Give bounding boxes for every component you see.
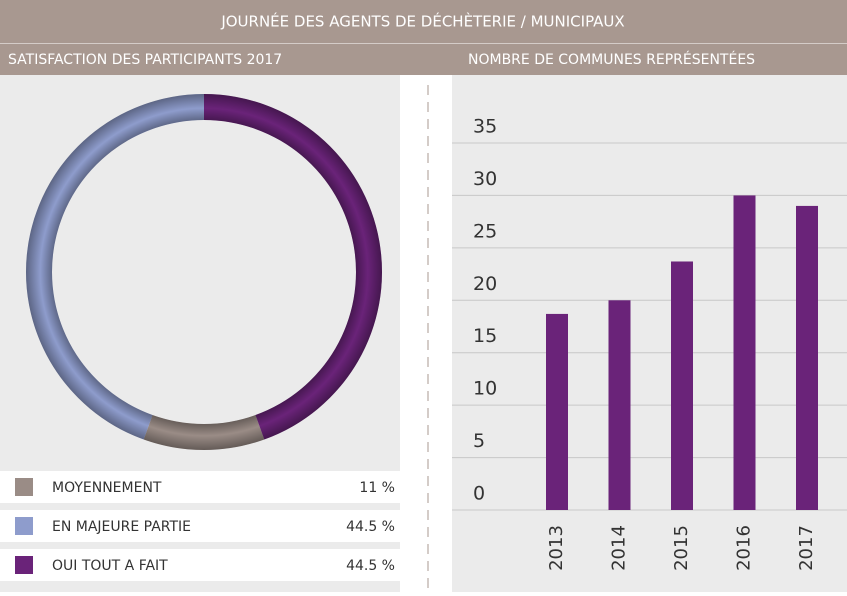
donut-title: SATISFACTION DES PARTICIPANTS 2017 bbox=[8, 52, 282, 68]
legend-label: OUI TOUT A FAIT bbox=[52, 558, 168, 574]
x-tick-label: 2016 bbox=[734, 525, 755, 571]
legend-swatch bbox=[15, 478, 33, 496]
bar bbox=[546, 313, 568, 510]
legend-row bbox=[0, 549, 400, 581]
y-tick-label: 10 bbox=[473, 378, 497, 400]
y-tick-label: 20 bbox=[473, 273, 497, 295]
bar bbox=[608, 300, 631, 510]
bar bbox=[671, 261, 693, 510]
x-tick-label: 2017 bbox=[796, 525, 817, 571]
bar-title: NOMBRE DE COMMUNES REPRÉSENTÉES bbox=[468, 51, 755, 68]
legend-label: EN MAJEURE PARTIE bbox=[52, 519, 191, 535]
bar bbox=[796, 205, 818, 510]
legend-row bbox=[0, 510, 400, 542]
y-tick-label: 15 bbox=[473, 325, 497, 347]
x-tick-label: 2015 bbox=[671, 525, 692, 571]
legend-swatch bbox=[15, 517, 33, 535]
header-title: JOURNÉE DES AGENTS DE DÉCHÈTERIE / MUNIC… bbox=[220, 12, 624, 31]
legend-label: MOYENNEMENT bbox=[52, 480, 162, 496]
x-tick-label: 2014 bbox=[609, 525, 630, 571]
y-tick-label: 0 bbox=[473, 483, 485, 505]
y-tick-label: 30 bbox=[473, 168, 497, 190]
right-panel bbox=[452, 75, 847, 592]
header-band bbox=[0, 0, 847, 75]
bar bbox=[733, 195, 756, 510]
legend-value: 11 % bbox=[359, 480, 395, 496]
legend-row bbox=[0, 471, 400, 503]
y-tick-label: 25 bbox=[473, 220, 497, 242]
legend-swatch bbox=[15, 556, 33, 574]
legend-value: 44.5 % bbox=[346, 558, 395, 574]
y-tick-label: 5 bbox=[473, 430, 485, 452]
x-tick-label: 2013 bbox=[546, 525, 567, 571]
donut-shading bbox=[26, 94, 382, 450]
legend-value: 44.5 % bbox=[346, 519, 395, 535]
y-tick-label: 35 bbox=[473, 116, 497, 138]
